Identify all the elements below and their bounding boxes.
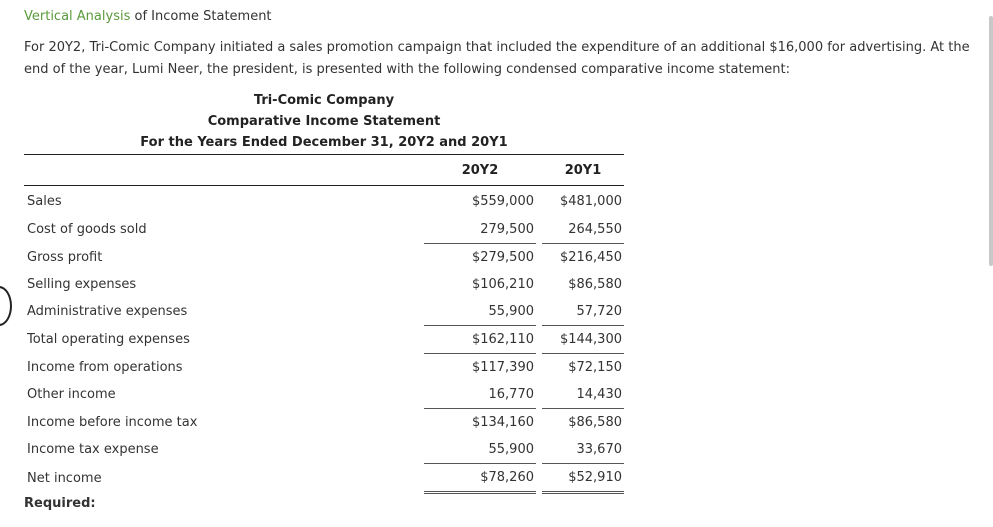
row-label: Other income <box>27 387 116 403</box>
value-20y1: $52,910 <box>542 463 624 494</box>
value-20y1: 57,720 <box>542 298 624 326</box>
row-label: Administrative expenses <box>27 304 188 320</box>
company-name: Tri-Comic Company <box>253 93 395 108</box>
value-20y2: $162,110 <box>424 325 536 354</box>
column-header-20y1: 20Y1 <box>542 154 624 186</box>
income-statement-table: 20Y2 20Y1 Sales $559,000 $481,000 Cost o… <box>24 154 624 494</box>
table-row: Income tax expense 55,900 33,670 <box>24 436 624 464</box>
row-label: Cost of goods sold <box>27 222 147 238</box>
required-label: Required: <box>24 496 96 511</box>
table-row: Income from operations $117,390 $72,150 <box>24 354 624 382</box>
table-row: Selling expenses $106,210 $86,580 <box>24 271 624 298</box>
vertical-scrollbar[interactable] <box>989 16 993 266</box>
row-label: Net income <box>27 470 102 486</box>
table-row: Sales $559,000 $481,000 <box>24 186 624 217</box>
row-label: Income before income tax <box>27 414 198 430</box>
label-column-header <box>24 154 424 186</box>
table-row: Gross profit $279,500 $216,450 <box>24 244 624 272</box>
value-20y1: $86,580 <box>568 415 622 430</box>
row-label: Total operating expenses <box>27 332 190 347</box>
value-20y2: $106,210 <box>471 277 534 292</box>
value-20y2: 55,900 <box>424 436 536 464</box>
cursor-circle-marker <box>0 286 12 326</box>
table-row: Administrative expenses 55,900 57,720 <box>24 298 624 326</box>
row-label: Sales <box>27 193 62 209</box>
value-20y2: 16,770 <box>424 381 536 409</box>
row-label: Gross profit <box>27 249 103 265</box>
value-20y1: 33,670 <box>542 436 624 464</box>
value-20y1: $72,150 <box>568 360 622 375</box>
statement-title: Comparative Income Statement <box>207 114 441 129</box>
table-row: Cost of goods sold 279,500 264,550 <box>24 216 624 244</box>
table-header-row: 20Y2 20Y1 <box>24 154 624 186</box>
value-20y1: $144,300 <box>542 325 624 354</box>
table-row: Income before income tax $134,160 $86,58… <box>24 409 624 437</box>
value-20y2: 279,500 <box>424 216 536 244</box>
value-20y2: $117,390 <box>471 360 534 375</box>
table-row: Net income $78,260 $52,910 <box>24 463 624 494</box>
value-20y2: 55,900 <box>424 298 536 326</box>
column-header-20y2: 20Y2 <box>424 154 536 186</box>
value-20y1: $481,000 <box>559 193 622 209</box>
value-20y2: $279,500 <box>471 250 534 265</box>
statement-header: Tri-Comic Company Comparative Income Sta… <box>24 90 624 153</box>
row-label: Income tax expense <box>27 442 159 458</box>
heading-text: of Income Statement <box>130 9 272 24</box>
problem-description: For 20Y2, Tri-Comic Company initiated a … <box>24 40 970 77</box>
row-label: Selling expenses <box>27 277 137 292</box>
value-20y1: 14,430 <box>542 381 624 409</box>
vertical-analysis-link[interactable]: Vertical Analysis <box>24 9 131 24</box>
value-20y1: $86,580 <box>568 277 622 292</box>
value-20y2: $78,260 <box>424 463 536 494</box>
statement-period: For the Years Ended December 31, 20Y2 an… <box>140 135 508 150</box>
section-heading: Vertical Analysis of Income Statement <box>24 9 272 24</box>
table-row: Other income 16,770 14,430 <box>24 381 624 409</box>
value-20y2: $134,160 <box>471 415 534 430</box>
table-row: Total operating expenses $162,110 $144,3… <box>24 325 624 354</box>
value-20y1: 264,550 <box>542 216 624 244</box>
row-label: Income from operations <box>27 359 183 375</box>
value-20y2: $559,000 <box>471 193 534 209</box>
value-20y1: $216,450 <box>559 250 622 265</box>
